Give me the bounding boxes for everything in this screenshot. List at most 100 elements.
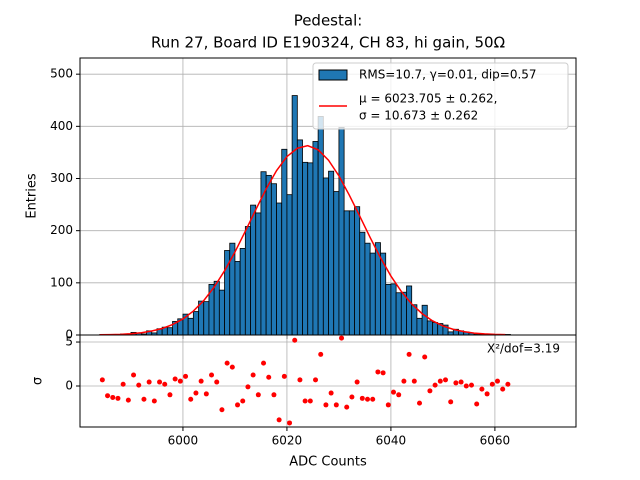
histogram-bar — [354, 206, 361, 336]
legend-box — [312, 62, 569, 130]
x-tick-label: 6060 — [480, 434, 511, 448]
residual-point — [219, 407, 225, 413]
y-tick-label: 5 — [65, 335, 73, 349]
residual-point — [427, 388, 433, 394]
histogram-bar — [432, 322, 439, 336]
y-axis-label: Entries — [25, 173, 40, 219]
residual-point — [432, 382, 438, 388]
x-tick-label: 6000 — [168, 434, 199, 448]
histogram-bar — [213, 280, 220, 336]
residual-point — [396, 392, 402, 398]
histogram-bar — [270, 183, 277, 336]
y-tick-label: 400 — [50, 119, 73, 133]
residual-point — [468, 382, 474, 388]
residual-point — [370, 396, 376, 402]
residual-point — [245, 384, 251, 390]
histogram-bar — [343, 210, 350, 336]
residual-point — [99, 377, 105, 383]
residual-point — [188, 396, 194, 402]
histogram-bar — [364, 242, 371, 336]
legend-label: σ = 10.673 ± 0.262 — [359, 109, 478, 123]
histogram-bar — [166, 327, 173, 336]
residual-point — [365, 396, 371, 402]
residual-point — [255, 392, 261, 398]
residual-point — [183, 373, 189, 379]
histogram-bar — [198, 300, 205, 336]
residual-point — [240, 398, 246, 404]
residual-point — [385, 402, 391, 408]
residual-point — [198, 378, 204, 384]
fit-line — [99, 144, 506, 336]
y-tick-label: 500 — [50, 67, 73, 81]
residual-point — [307, 398, 313, 404]
residual-point — [167, 392, 173, 398]
residual-point — [318, 351, 324, 357]
histogram-bar — [244, 226, 251, 336]
histogram-bar — [291, 95, 298, 336]
residual-point — [453, 380, 459, 386]
histogram-bar — [411, 304, 418, 336]
histogram-bar — [192, 311, 199, 336]
residual-point — [271, 392, 277, 398]
y-tick-label: 200 — [50, 223, 73, 237]
residual-point — [489, 381, 495, 387]
histogram-bar — [426, 320, 433, 336]
residual-point — [287, 420, 293, 426]
histogram-bar — [338, 126, 345, 336]
residual-point — [172, 376, 178, 382]
residual-point — [229, 364, 235, 370]
residual-point — [250, 372, 256, 378]
residual-point — [323, 402, 329, 408]
residual-point — [333, 402, 339, 408]
residual-point — [141, 396, 147, 402]
histogram-bar — [359, 231, 366, 336]
residual-point — [505, 381, 511, 387]
residual-point — [297, 377, 303, 383]
residual-point — [406, 351, 412, 357]
histogram-bar — [390, 283, 397, 336]
residual-point — [313, 377, 319, 383]
histogram-bar — [250, 204, 257, 336]
residual-point — [193, 390, 199, 396]
residual-point — [110, 394, 116, 400]
legend-swatch — [318, 69, 348, 81]
residual-point — [443, 377, 449, 383]
residual-point — [214, 379, 220, 385]
x-tick-label: 6020 — [272, 434, 303, 448]
histogram-bar — [276, 202, 283, 336]
histogram-bar — [400, 291, 407, 336]
residual-point — [422, 354, 428, 360]
residual-point — [448, 399, 454, 405]
histogram-bar — [312, 141, 319, 336]
histogram-bar — [265, 174, 272, 336]
residual-point — [401, 378, 407, 384]
histogram-bar — [369, 252, 376, 336]
residual-point — [146, 379, 152, 385]
histogram-bar — [395, 292, 402, 336]
y-axis-label: σ — [31, 377, 46, 385]
residual-point — [344, 404, 350, 410]
residual-point — [391, 389, 397, 395]
residual-point — [458, 379, 464, 385]
residual-point — [131, 372, 137, 378]
residual-point — [417, 400, 423, 406]
residual-point — [151, 398, 157, 404]
residual-point — [339, 335, 345, 341]
histogram-bar — [348, 210, 355, 336]
y-tick-label: 0 — [65, 379, 73, 393]
legend-label: μ = 6023.705 ± 0.262, — [359, 92, 497, 106]
residual-point — [266, 374, 272, 380]
residual-point — [411, 378, 417, 384]
residual-point — [261, 360, 267, 366]
residual-point — [500, 386, 506, 392]
residual-point — [281, 373, 287, 379]
histogram-bar — [187, 317, 194, 336]
histogram-bar — [328, 170, 335, 336]
histogram-bar — [234, 261, 241, 336]
residual-point — [115, 395, 121, 401]
histogram-bar — [286, 194, 293, 336]
residual-point — [276, 417, 282, 423]
histogram-bar — [281, 148, 288, 336]
histogram-bar — [317, 116, 324, 336]
